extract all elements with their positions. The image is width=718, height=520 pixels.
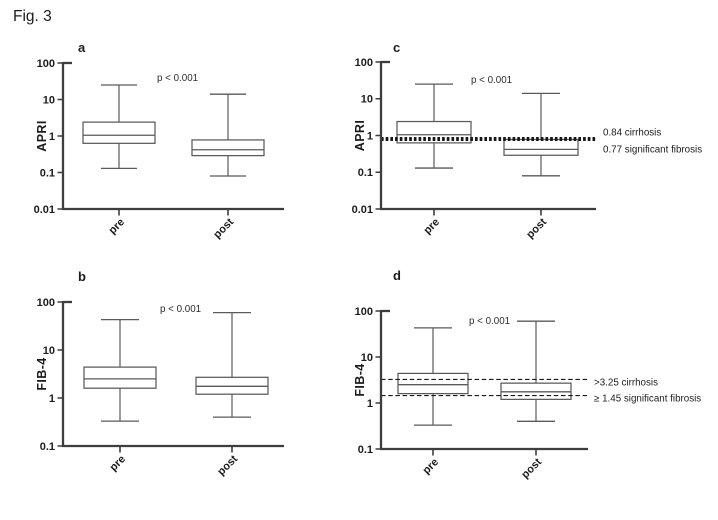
- boxplot-a-pre: [82, 84, 156, 169]
- y-tick-label: 1: [49, 393, 55, 405]
- category-label-pre: pre: [422, 216, 443, 237]
- y-tick-label: 1: [367, 398, 373, 410]
- y-tick-label: 100: [37, 297, 55, 309]
- box-iqr: [191, 139, 265, 157]
- y-tick-label: 1: [49, 131, 55, 143]
- y-tick-label: 0.01: [34, 204, 55, 216]
- y-tick-label: 100: [37, 58, 55, 70]
- boxplot-b-pre: [83, 318, 157, 422]
- panel-a: 100 10 1 0.1 0.01 pre post APRI a p < 0.001: [34, 40, 284, 241]
- threshold-label: 0.77 significant fibrosis: [603, 145, 702, 156]
- y-tick-label: 0.01: [352, 204, 373, 216]
- panel-letter-c: c: [393, 40, 400, 55]
- boxplot-c-pre: [396, 83, 472, 169]
- boxplot-d-post: [500, 320, 572, 422]
- box-iqr: [397, 372, 469, 395]
- box-iqr: [83, 366, 157, 389]
- y-axis-title: FIB-4: [353, 363, 367, 396]
- y-tick-label: 100: [355, 306, 373, 318]
- panel-c: 0.84 cirrhosis 0.77 significant fibrosis 1…: [352, 40, 703, 241]
- p-value-annotation: p < 0.001: [469, 316, 510, 327]
- boxplot-a-post: [191, 93, 265, 177]
- box-iqr: [503, 138, 579, 156]
- panel-d: >3.25 cirrhosis ≥ 1.45 significant fibros…: [353, 268, 701, 481]
- panel-letter-a: a: [78, 40, 86, 55]
- boxplot-d-pre: [397, 327, 469, 426]
- category-label-pre: pre: [107, 216, 128, 237]
- boxplot-c-post: [503, 92, 579, 177]
- panel-b: 100 10 1 0.1 pre post FIB-4 b p < 0.001: [35, 269, 284, 478]
- panel-letter-b: b: [78, 269, 86, 284]
- y-tick-label: 0.1: [358, 167, 373, 179]
- y-tick-label: 0.1: [358, 444, 373, 456]
- y-axis-title: APRI: [35, 120, 49, 151]
- y-axis-title: APRI: [353, 120, 367, 151]
- panel-letter-d: d: [393, 268, 401, 283]
- category-label-pre: pre: [108, 453, 129, 474]
- category-label-post: post: [211, 216, 236, 241]
- y-tick-label: 0.1: [40, 167, 55, 179]
- y-tick-label: 10: [43, 345, 55, 357]
- p-value-annotation: p < 0.001: [160, 304, 201, 315]
- p-value-annotation: p < 0.001: [157, 73, 198, 84]
- y-tick-label: 10: [43, 94, 55, 106]
- category-label-pre: pre: [421, 456, 442, 477]
- y-tick-label: 0.1: [40, 441, 55, 453]
- threshold-label: 0.84 cirrhosis: [603, 127, 661, 138]
- p-value-annotation: p < 0.001: [471, 75, 512, 86]
- threshold-label: >3.25 cirrhosis: [594, 377, 658, 388]
- y-tick-label: 10: [361, 94, 373, 106]
- y-tick-label: 100: [355, 57, 373, 69]
- category-label-post: post: [524, 216, 549, 241]
- y-axis-title: FIB-4: [35, 357, 49, 390]
- category-label-post: post: [215, 453, 240, 478]
- figure-title: Fig. 3: [13, 8, 52, 25]
- y-tick-label: 10: [361, 352, 373, 364]
- boxplot-b-post: [195, 311, 269, 418]
- threshold-label: ≥ 1.45 significant fibrosis: [594, 394, 701, 405]
- category-label-post: post: [519, 456, 544, 481]
- y-tick-label: 1: [367, 130, 373, 142]
- box-iqr: [82, 121, 156, 144]
